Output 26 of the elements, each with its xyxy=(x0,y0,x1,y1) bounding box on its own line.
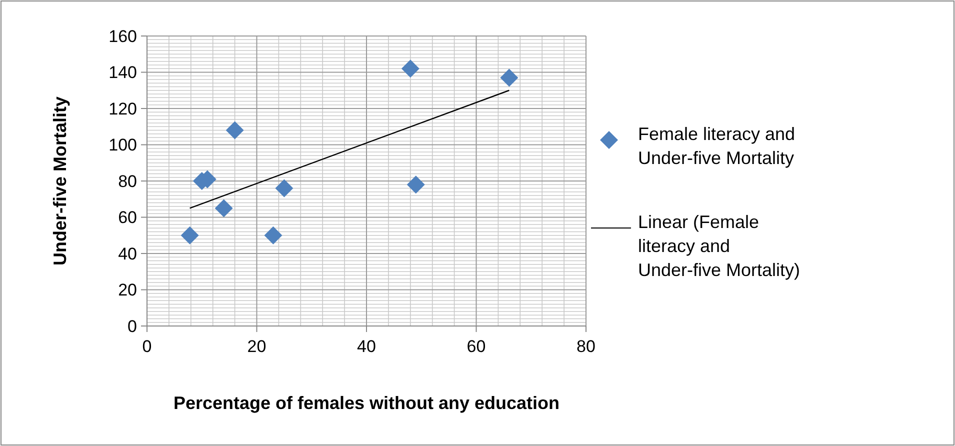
x-tick-label: 0 xyxy=(142,337,152,356)
point xyxy=(401,60,420,78)
legend-label: Female literacy and Under-five Mortality xyxy=(638,124,796,168)
y-tick-label: 120 xyxy=(108,99,137,118)
point xyxy=(180,226,199,244)
point xyxy=(214,199,233,218)
x-tick-label: 60 xyxy=(466,337,486,356)
y-tick-label: 160 xyxy=(108,26,137,46)
point xyxy=(406,176,425,194)
x-tick-label: 40 xyxy=(357,337,376,356)
y-tick-label: 40 xyxy=(118,244,137,264)
legend-label: Linear (Female literacy and Under-five Mortality) xyxy=(638,212,800,280)
point xyxy=(500,68,518,87)
point xyxy=(275,179,294,198)
y-tick-label: 0 xyxy=(128,316,137,336)
y-tick-label: 100 xyxy=(108,136,137,155)
x-tick-label: 80 xyxy=(576,337,596,356)
y-tick-label: 60 xyxy=(118,208,137,228)
x-tick-label: 20 xyxy=(247,337,266,356)
y-axis-title: Under-five Mortality xyxy=(50,96,70,266)
x-axis-title: Percentage of females without any education xyxy=(173,393,560,413)
point xyxy=(226,121,244,140)
point xyxy=(264,226,282,244)
y-tick-label: 20 xyxy=(118,280,137,300)
y-tick-label: 80 xyxy=(118,172,137,191)
y-tick-label: 140 xyxy=(108,63,137,82)
